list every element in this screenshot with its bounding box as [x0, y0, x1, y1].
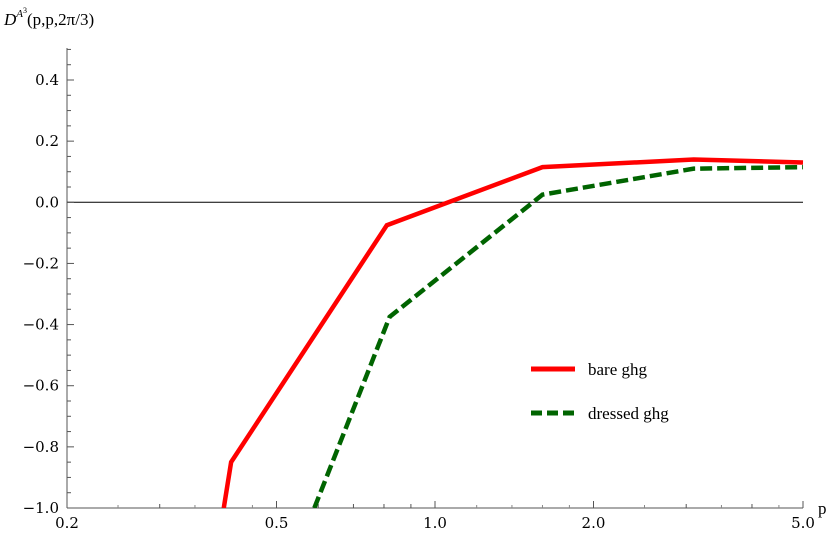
y-tick-label: −0.6	[23, 377, 59, 395]
series-layer	[221, 157, 804, 508]
x-tick-label: 0.5	[265, 514, 289, 532]
legend-label: dressed ghg	[588, 404, 669, 423]
x-tick-label: 2.0	[582, 514, 606, 532]
y-tick-label: −0.2	[23, 254, 59, 272]
x-axis-title: p	[818, 499, 827, 518]
series-line-bare-ghg	[221, 157, 804, 508]
y-tick-label: −0.8	[23, 438, 59, 456]
x-tick-label: 5.0	[791, 514, 815, 532]
y-tick-label: 0.2	[35, 132, 59, 150]
series-line-dressed-ghg	[312, 164, 804, 508]
y-axis-title: DA3(p,p,2π/3)	[3, 6, 94, 29]
axis-labels: DA3(p,p,2π/3) p	[3, 6, 827, 518]
y-tick-label: −0.4	[23, 316, 59, 334]
x-tick-label: 1.0	[423, 514, 447, 532]
legend-label: bare ghg	[588, 360, 648, 379]
y-tick-label: −1.0	[23, 499, 59, 517]
legend: bare ghg dressed ghg	[531, 360, 669, 423]
x-tick-label: 0.2	[55, 514, 79, 532]
y-tick-label: 0.0	[35, 193, 59, 211]
y-tick-label: 0.4	[35, 71, 59, 89]
axes: 0.40.20.0−0.2−0.4−0.6−0.8−1.00.2 0.5 1.0 2.…	[23, 48, 815, 532]
